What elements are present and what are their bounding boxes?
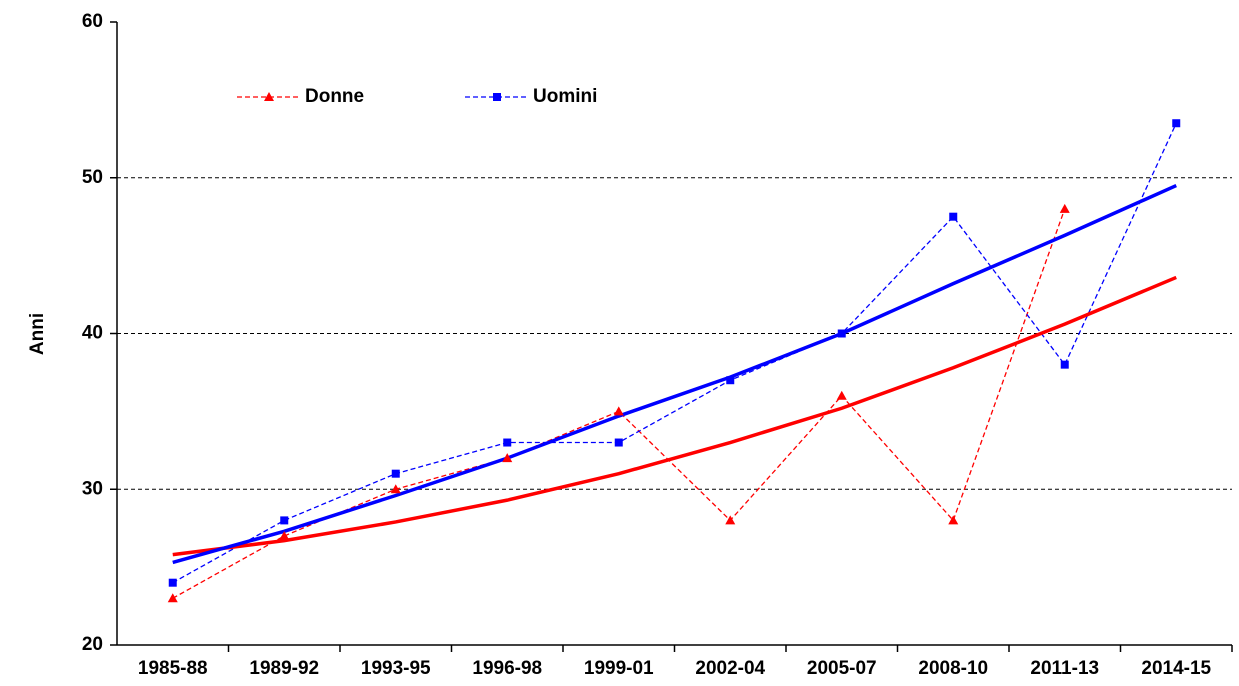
- data-point: [391, 469, 400, 478]
- y-tick-label: 40: [82, 323, 103, 344]
- data-point: [503, 438, 512, 447]
- x-tick-label: 1989-92: [249, 658, 319, 679]
- data-point: [613, 406, 624, 416]
- legend-label: Uomini: [533, 86, 597, 107]
- trend-line: [172, 275, 1177, 557]
- x-tick-label: 1993-95: [361, 658, 431, 679]
- y-tick-label: 60: [82, 11, 103, 32]
- legend-label: Donne: [305, 86, 364, 107]
- y-tick-label: 20: [82, 634, 103, 655]
- data-point: [279, 530, 290, 540]
- data-point: [949, 212, 958, 221]
- data-point: [1059, 203, 1070, 213]
- x-tick-label: 1985-88: [138, 658, 208, 679]
- data-point: [725, 515, 736, 525]
- data-point: [1172, 119, 1181, 128]
- x-tick-label: 2011-13: [1030, 658, 1099, 679]
- y-tick-label: 30: [82, 478, 103, 499]
- data-point: [836, 390, 847, 400]
- data-point: [390, 484, 401, 494]
- x-tick-label: 2002-04: [695, 658, 765, 679]
- data-point: [168, 578, 177, 587]
- legend-marker: [264, 92, 274, 101]
- data-point: [837, 329, 846, 338]
- data-point: [280, 516, 289, 525]
- x-tick-label: 1996-98: [472, 658, 542, 679]
- y-axis-label: Anni: [27, 313, 48, 355]
- data-point: [726, 376, 735, 385]
- data-point: [614, 438, 623, 447]
- series-line: [172, 122, 1177, 584]
- data-point: [167, 593, 178, 603]
- legend-marker: [493, 93, 501, 101]
- x-tick-label: 1999-01: [584, 658, 654, 679]
- series-line: [172, 208, 1066, 599]
- x-tick-label: 2005-07: [807, 658, 877, 679]
- y-tick-label: 50: [82, 167, 103, 188]
- data-point: [1060, 360, 1069, 369]
- x-tick-label: 2014-15: [1141, 658, 1211, 679]
- x-tick-label: 2008-10: [918, 658, 988, 679]
- trend-line: [172, 183, 1177, 565]
- data-point: [502, 453, 513, 463]
- data-point: [948, 515, 959, 525]
